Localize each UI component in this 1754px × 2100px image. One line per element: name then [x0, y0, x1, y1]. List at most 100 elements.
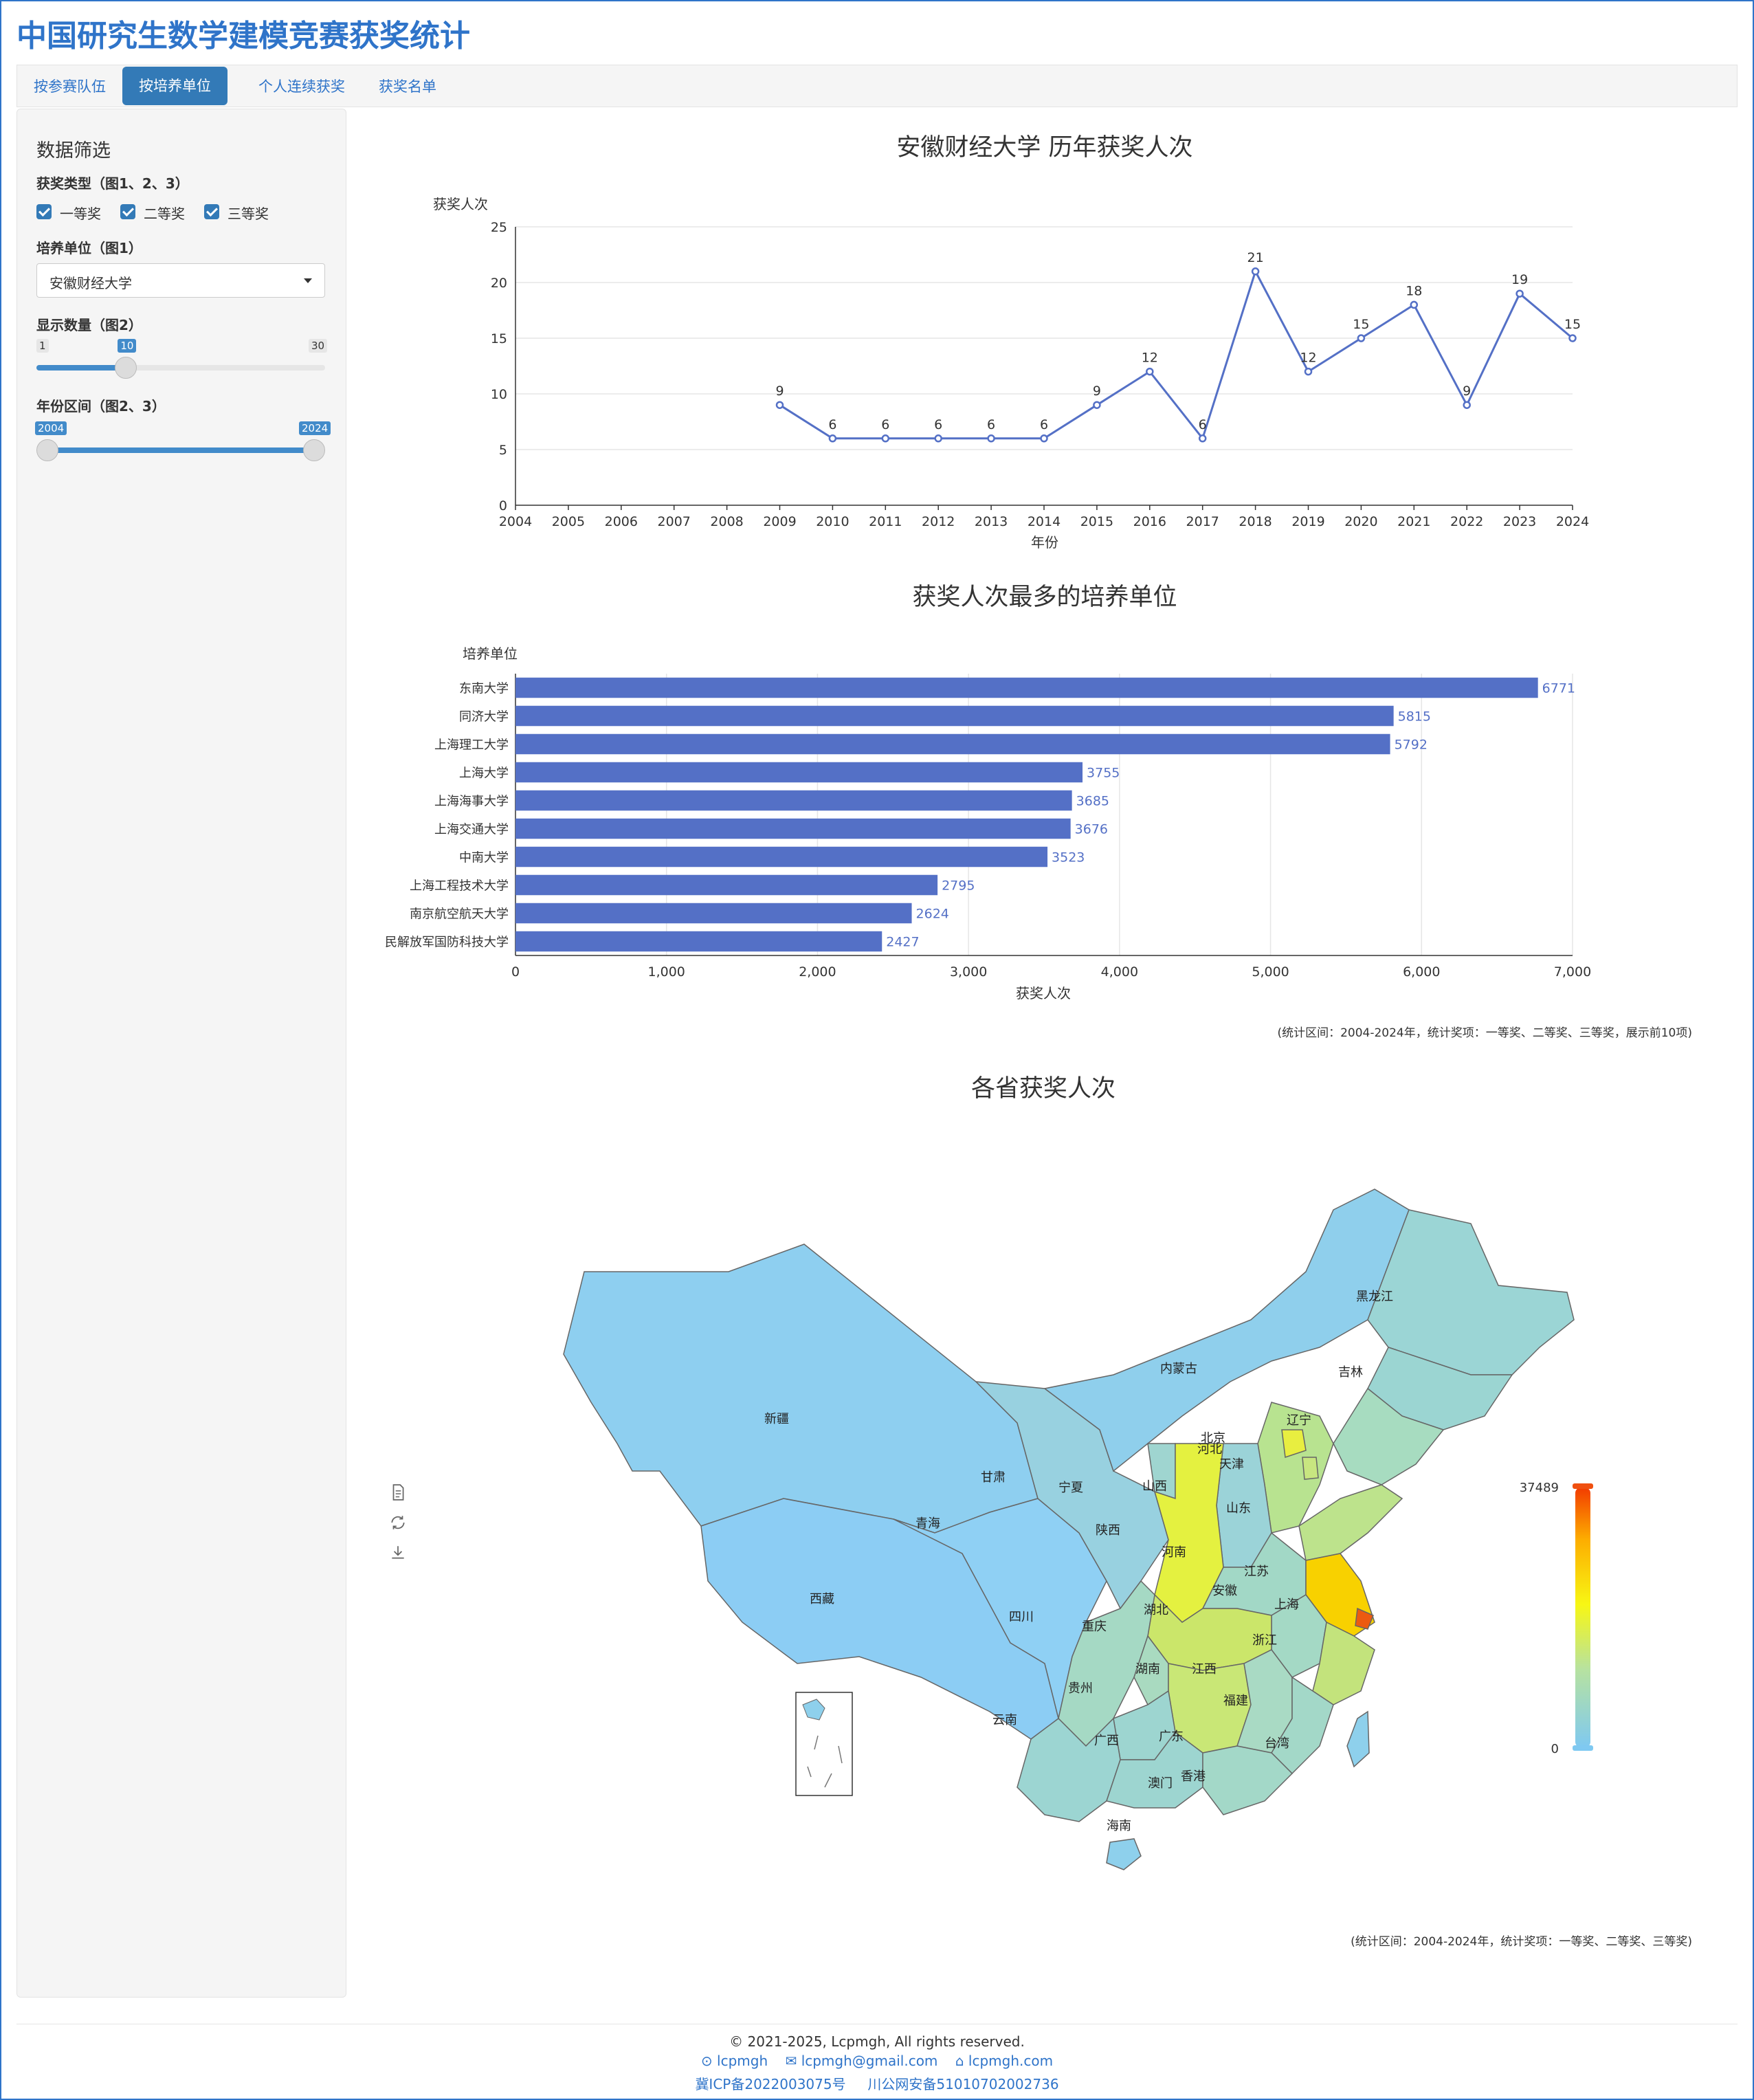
line-point[interactable] — [1251, 267, 1260, 276]
police-link[interactable]: 川公网安备51010702002736 — [867, 2076, 1059, 2092]
line-point[interactable] — [1093, 401, 1101, 409]
map-regions — [563, 1189, 1575, 1870]
tab-by-unit[interactable]: 按培养单位 — [122, 67, 227, 105]
year-slider-from: 2004 — [35, 421, 67, 435]
line-point[interactable] — [934, 434, 942, 443]
bar[interactable] — [515, 846, 1048, 867]
year-slider-handle-to[interactable] — [303, 439, 325, 461]
bar-value-label: 2624 — [916, 907, 949, 922]
south-sea-island-icon — [802, 1699, 825, 1721]
label-shanghai: 上海 — [1274, 1598, 1299, 1612]
checkbox-checked-icon — [36, 204, 52, 219]
bar-category-label: 南京航空航天大学 — [410, 907, 509, 922]
line-x-tick: 2004 — [499, 514, 532, 529]
bar-value-label: 3685 — [1076, 794, 1109, 809]
visual-map-bar[interactable] — [1575, 1488, 1590, 1747]
label-heilongjiang: 黑龙江 — [1356, 1290, 1393, 1304]
line-x-tick: 2009 — [763, 514, 796, 529]
region-xinjiang[interactable] — [563, 1244, 1039, 1534]
label-yunnan: 云南 — [992, 1713, 1017, 1727]
line-point[interactable] — [828, 434, 837, 443]
bar-category-label: 上海交通大学 — [434, 823, 509, 837]
line-point[interactable] — [1568, 334, 1577, 342]
visual-map-handle-bottom[interactable] — [1573, 1745, 1593, 1751]
visual-map-handle-top[interactable] — [1573, 1483, 1593, 1489]
label-tianjin: 天津 — [1219, 1457, 1244, 1472]
region-beijing[interactable] — [1281, 1429, 1307, 1459]
bar[interactable] — [515, 705, 1394, 727]
region-liaoning[interactable] — [1333, 1387, 1445, 1485]
line-point[interactable] — [1357, 334, 1366, 342]
line-point[interactable] — [987, 434, 995, 443]
checkbox-checked-icon — [204, 204, 219, 219]
line-point[interactable] — [1516, 289, 1524, 298]
line-x-tick: 2005 — [552, 514, 585, 529]
line-point[interactable] — [1463, 401, 1471, 409]
count-slider-track[interactable] — [36, 365, 325, 371]
line-point-label: 9 — [775, 384, 784, 399]
site-link[interactable]: lcpmgh.com — [968, 2053, 1054, 2069]
tab-winner-list[interactable]: 获奖名单 — [379, 78, 436, 95]
label-hunan: 湖南 — [1135, 1662, 1160, 1677]
restore-icon[interactable] — [389, 1514, 407, 1532]
github-link[interactable]: lcpmgh — [717, 2053, 768, 2069]
bar-chart-note: (统计区间：2004-2024年，统计奖项：一等奖、二等奖、三等奖，展示前10项… — [1277, 1026, 1692, 1040]
line-point[interactable] — [1146, 367, 1154, 376]
region-shanghai[interactable] — [1355, 1607, 1374, 1630]
bar[interactable] — [515, 733, 1390, 755]
region-guangdong[interactable] — [1202, 1745, 1294, 1815]
bar-category-label: 上海海事大学 — [434, 795, 509, 809]
line-x-tick: 2016 — [1133, 514, 1166, 529]
line-point[interactable] — [1198, 434, 1207, 443]
bar-x-tick: 6,000 — [1403, 964, 1440, 980]
icp-link[interactable]: 冀ICP备2022003075号 — [695, 2076, 846, 2092]
bar[interactable] — [515, 931, 882, 952]
bar[interactable] — [515, 818, 1071, 839]
region-hainan[interactable] — [1106, 1838, 1142, 1870]
line-point[interactable] — [1304, 367, 1313, 376]
region-tianjin[interactable] — [1302, 1457, 1319, 1480]
line-point-label: 19 — [1511, 272, 1528, 287]
label-ningxia: 宁夏 — [1058, 1481, 1083, 1495]
bar-chart-title: 获奖人次最多的培养单位 — [912, 584, 1177, 611]
line-x-tick: 2023 — [1503, 514, 1536, 529]
tab-consecutive[interactable]: 个人连续获奖 — [258, 78, 345, 95]
map-title: 各省获奖人次 — [971, 1075, 1115, 1103]
line-point[interactable] — [1410, 300, 1419, 309]
region-taiwan[interactable] — [1346, 1710, 1370, 1768]
label-sichuan: 四川 — [1009, 1610, 1034, 1624]
label-guangxi: 广西 — [1094, 1734, 1119, 1748]
unit-select[interactable]: 安徽财经大学 — [36, 263, 325, 298]
bar[interactable] — [515, 903, 912, 924]
bar[interactable] — [515, 874, 938, 896]
email-icon: ✉ — [785, 2053, 797, 2069]
year-slider-to: 2024 — [299, 421, 331, 435]
line-point[interactable] — [881, 434, 890, 443]
line-point-label: 9 — [1463, 384, 1471, 399]
line-chart: 安徽财经大学 历年获奖人次 获奖人次 年份 0 5 10 15 20 25 2004 200… — [433, 134, 1589, 551]
bar[interactable] — [515, 762, 1083, 783]
line-point[interactable] — [1040, 434, 1048, 443]
filter-sidebar: 数据筛选 获奖类型（图1、2、3） 一等奖 二等奖 三等奖 培养单位（图1） 安… — [16, 109, 346, 1998]
line-x-tick: 2018 — [1239, 514, 1272, 529]
label-shaanxi: 陕西 — [1096, 1523, 1120, 1538]
email-link[interactable]: lcpmgh@gmail.com — [801, 2053, 938, 2069]
count-slider-handle[interactable] — [115, 357, 137, 379]
label-jiangsu: 江苏 — [1244, 1565, 1269, 1579]
tab-by-team[interactable]: 按参赛队伍 — [34, 78, 106, 95]
province-map: 各省获奖人次 黑龙江 吉林 — [563, 1075, 1692, 1949]
label-fujian: 福建 — [1223, 1694, 1248, 1708]
download-icon[interactable] — [389, 1544, 407, 1562]
year-slider-handle-from[interactable] — [36, 439, 58, 461]
bar-category-label: 上海工程技术大学 — [410, 879, 509, 894]
line-point[interactable] — [775, 401, 784, 409]
bar-x-tick: 7,000 — [1554, 964, 1591, 980]
data-view-icon[interactable] — [389, 1483, 407, 1501]
region-fujian[interactable] — [1271, 1676, 1334, 1775]
label-chongqing: 重庆 — [1082, 1620, 1107, 1634]
footer-copyright: © 2021-2025, Lcpmgh, All rights reserved… — [729, 2033, 1025, 2050]
bar[interactable] — [515, 677, 1538, 698]
bar-category-label: 中南大学 — [459, 851, 509, 865]
bar[interactable] — [515, 790, 1072, 811]
